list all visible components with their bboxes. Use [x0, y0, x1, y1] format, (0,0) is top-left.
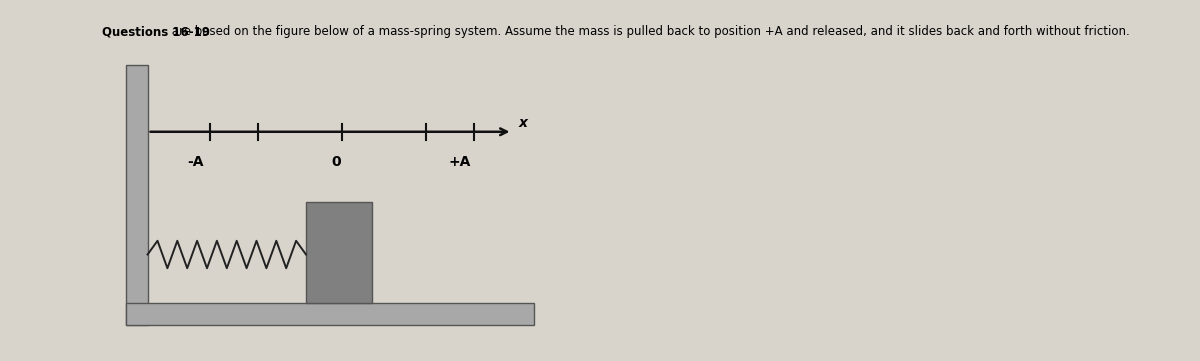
Text: Questions 16-19: Questions 16-19: [102, 25, 210, 38]
Text: are based on the figure below of a mass-spring system. Assume the mass is pulled: are based on the figure below of a mass-…: [168, 25, 1130, 38]
Text: -A: -A: [187, 156, 204, 169]
Bar: [126, 65, 148, 325]
Text: +A: +A: [449, 156, 470, 169]
Text: x: x: [518, 116, 528, 130]
Text: 0: 0: [331, 156, 341, 169]
Bar: [306, 202, 372, 303]
Bar: [126, 303, 534, 325]
